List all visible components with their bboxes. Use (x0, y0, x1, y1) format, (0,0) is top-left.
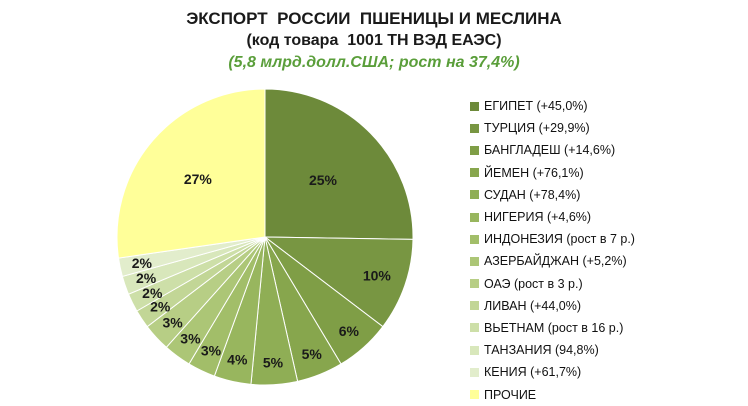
pie-slice (116, 88, 266, 259)
slice-data-label: 2% (150, 299, 171, 315)
slice-data-label: 5% (302, 346, 323, 362)
legend-label: ПРОЧИЕ (484, 387, 537, 402)
legend-item: ПРОЧИЕ (470, 383, 635, 405)
legend-swatch (470, 123, 479, 133)
slice-data-label: 5% (263, 355, 284, 371)
legend-swatch (470, 390, 479, 400)
legend-item: ЙЕМЕН (+76,1%) (470, 162, 635, 184)
legend-item: ТАНЗАНИЯ (94,8%) (470, 339, 635, 361)
legend-label: БАНГЛАДЕШ (+14,6%) (484, 143, 616, 158)
legend-swatch (470, 234, 479, 244)
chart-subtitle: (код товара 1001 ТН ВЭД ЕАЭС) (246, 32, 502, 49)
legend-item: СУДАН (+78,4%) (470, 184, 635, 206)
slice-data-label: 3% (201, 343, 222, 359)
legend-item: НИГЕРИЯ (+4,6%) (470, 206, 635, 228)
legend-item: ТУРЦИЯ (+29,9%) (470, 117, 635, 139)
legend-swatch (470, 101, 479, 111)
legend-swatch (470, 345, 479, 355)
legend-swatch (470, 145, 479, 155)
legend-item: ОАЭ (рост в 3 р.) (470, 273, 635, 295)
legend-item: ЛИВАН (+44,0%) (470, 295, 635, 317)
chart-title: ЭКСПОРТ РОССИИ ПШЕНИЦЫ И МЕСЛИНА (186, 9, 562, 28)
slice-data-label: 27% (184, 171, 213, 187)
legend-swatch (470, 323, 479, 333)
legend-item: БАНГЛАДЕШ (+14,6%) (470, 139, 635, 161)
legend-swatch (470, 190, 479, 200)
legend-label: АЗЕРБАЙДЖАН (+5,2%) (484, 254, 627, 269)
legend-label: ВЬЕТНАМ (рост в 16 р.) (484, 320, 624, 335)
legend-label: ОАЭ (рост в 3 р.) (484, 276, 583, 291)
legend-label: ЙЕМЕН (+76,1%) (484, 165, 584, 180)
slice-data-label: 4% (227, 352, 248, 368)
chart-legend: ЕГИПЕТ (+45,0%) ТУРЦИЯ (+29,9%) БАНГЛАДЕШ … (470, 95, 635, 406)
legend-item: ЕГИПЕТ (+45,0%) (470, 95, 635, 117)
legend-label: ИНДОНЕЗИЯ (рост в 7 р.) (484, 232, 635, 247)
pie-slice (264, 88, 414, 240)
slice-data-label: 25% (309, 172, 338, 188)
legend-label: ТУРЦИЯ (+29,9%) (484, 121, 590, 136)
legend-label: СУДАН (+78,4%) (484, 187, 581, 202)
slice-data-label: 10% (363, 268, 392, 284)
legend-swatch (470, 168, 479, 178)
legend-swatch (470, 279, 479, 289)
legend-item: КЕНИЯ (+61,7%) (470, 361, 635, 383)
legend-item: ИНДОНЕЗИЯ (рост в 7 р.) (470, 228, 635, 250)
chart-title-block: ЭКСПОРТ РОССИИ ПШЕНИЦЫ И МЕСЛИНА (код то… (0, 8, 748, 74)
legend-label: ЛИВАН (+44,0%) (484, 298, 582, 313)
legend-swatch (470, 212, 479, 222)
legend-swatch (470, 256, 479, 266)
legend-label: КЕНИЯ (+61,7%) (484, 365, 582, 380)
chart-note: (5,8 млрд.долл.США; рост на 37,4%) (228, 54, 520, 71)
legend-item: АЗЕРБАЙДЖАН (+5,2%) (470, 250, 635, 272)
legend-item: ВЬЕТНАМ (рост в 16 р.) (470, 317, 635, 339)
slice-data-label: 2% (142, 285, 163, 301)
slice-data-label: 3% (180, 330, 201, 346)
legend-swatch (470, 367, 479, 377)
slice-data-label: 2% (136, 270, 157, 286)
slice-data-label: 6% (339, 323, 360, 339)
pie-slice (263, 236, 414, 328)
legend-label: НИГЕРИЯ (+4,6%) (484, 210, 592, 225)
legend-label: ТАНЗАНИЯ (94,8%) (484, 343, 599, 358)
slice-data-label: 2% (132, 255, 153, 271)
legend-swatch (470, 301, 479, 311)
legend-label: ЕГИПЕТ (+45,0%) (484, 99, 588, 114)
slice-data-label: 3% (162, 314, 183, 330)
